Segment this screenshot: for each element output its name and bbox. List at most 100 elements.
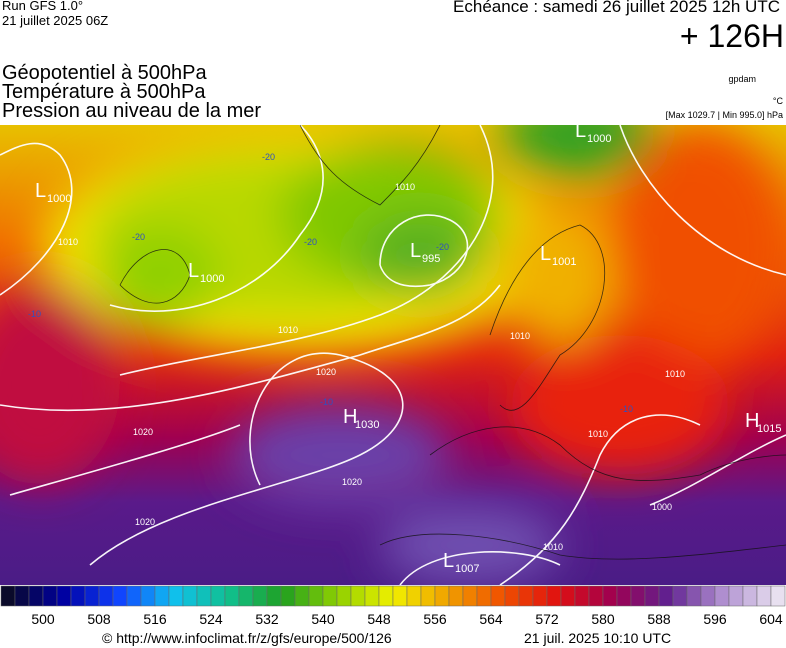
center-value: 1001 <box>552 256 576 268</box>
isobar-label: 1020 <box>342 477 362 487</box>
colorbar-cell <box>700 585 716 607</box>
colorbar-cell <box>112 585 128 607</box>
colorbar-cell <box>644 585 660 607</box>
colorbar-tick-label: 532 <box>255 611 279 627</box>
colorbar-cell <box>364 585 380 607</box>
title: Température à 500hPa <box>2 81 206 103</box>
colorbar-cell <box>728 585 744 607</box>
colorbar-cell <box>224 585 240 607</box>
center-value: 1000 <box>587 133 611 145</box>
colorbar-cell <box>742 585 758 607</box>
colorbar-cell <box>336 585 352 607</box>
unit: °C <box>772 96 783 106</box>
center-value: 1000 <box>200 273 224 285</box>
colorbar-cell <box>266 585 282 607</box>
colorbar-cell <box>490 585 506 607</box>
temperature-label: -10 <box>620 404 633 414</box>
colorbar-cell <box>42 585 58 607</box>
colorbar-cell <box>126 585 142 607</box>
colorbar-cell <box>756 585 772 607</box>
colorbar-cell <box>294 585 310 607</box>
colorbar-cell <box>280 585 296 607</box>
isobar-label: 1010 <box>588 429 608 439</box>
center-value: 1015 <box>757 423 781 435</box>
colorbar-cell <box>14 585 30 607</box>
center-letter: H <box>745 410 759 432</box>
temperature-label: -20 <box>262 152 275 162</box>
colorbar-cell <box>686 585 702 607</box>
run-label: Run GFS 1.0° <box>2 0 84 13</box>
colorbar-tick-label: 572 <box>535 611 559 627</box>
colorbar-cell <box>154 585 170 607</box>
colorbar-tick-label: 564 <box>479 611 503 627</box>
footer-url: © http://www.infoclimat.fr/z/gfs/europe/… <box>102 630 392 646</box>
center-value: 995 <box>422 253 440 265</box>
colorbar-cell <box>98 585 114 607</box>
isobar-label: 1010 <box>278 325 298 335</box>
isobar-label: 1010 <box>395 182 415 192</box>
center-letter: L <box>575 125 586 142</box>
colorbar-cell <box>182 585 198 607</box>
colorbar-cell <box>420 585 436 607</box>
footer-timestamp: 21 juil. 2025 10:10 UTC <box>524 630 672 646</box>
colorbar-cell <box>658 585 674 607</box>
colorbar-cell <box>504 585 520 607</box>
isobar-label: 1010 <box>58 237 78 247</box>
temperature-label: -20 <box>132 232 145 242</box>
isobar-label: 1020 <box>316 367 336 377</box>
colorbar-cell <box>532 585 548 607</box>
colorbar-tick-label: 516 <box>143 611 167 627</box>
colorbar: 500 508 516 524 532 540 548 556 564 572 580 588 596 6… <box>0 585 786 627</box>
colorbar-cell <box>210 585 226 607</box>
isobar-label: 1010 <box>543 542 563 552</box>
colorbar-tick-label: 540 <box>311 611 335 627</box>
colorbar-cell <box>770 585 786 607</box>
temperature-label: -20 <box>436 242 449 252</box>
colorbar-cell <box>350 585 366 607</box>
colorbar-cell <box>434 585 450 607</box>
colorbar-cell <box>252 585 268 607</box>
center-letter: L <box>540 243 551 265</box>
colorbar-cell <box>714 585 730 607</box>
colorbar-tick-label: 524 <box>199 611 223 627</box>
center-letter: H <box>343 406 357 428</box>
colorbar-cell <box>140 585 156 607</box>
colorbar-cell <box>84 585 100 607</box>
colorbar-cell <box>28 585 44 607</box>
colorbar-cell <box>672 585 688 607</box>
colorbar-cell <box>518 585 534 607</box>
colorbar-cell <box>196 585 212 607</box>
center-value: 1000 <box>47 193 71 205</box>
colorbar-tick-label: 588 <box>647 611 671 627</box>
temperature-label: -20 <box>304 237 317 247</box>
center-letter: L <box>443 550 454 572</box>
run-date: 21 juillet 2025 06Z <box>2 13 109 28</box>
colorbar-tick-label: 596 <box>703 611 727 627</box>
unit: [Max 1029.7 | Min 995.0] hPa <box>665 110 783 120</box>
colorbar-cell <box>392 585 408 607</box>
colorbar-cell <box>308 585 324 607</box>
colorbar-cell <box>406 585 422 607</box>
colorbar-cell <box>378 585 394 607</box>
center-letter: L <box>188 260 199 282</box>
center-letter: L <box>410 240 421 262</box>
title: Géopotentiel à 500hPa <box>2 62 207 84</box>
colorbar-cell <box>630 585 646 607</box>
colorbar-cell <box>476 585 492 607</box>
temperature-label: -10 <box>320 397 333 407</box>
isobar-label: 1010 <box>510 331 530 341</box>
colorbar-cell <box>56 585 72 607</box>
colorbar-tick-label: 556 <box>423 611 447 627</box>
colorbar-cell <box>574 585 590 607</box>
center-value: 1030 <box>355 419 379 431</box>
isobar-label: 1020 <box>135 517 155 527</box>
colorbar-cell <box>462 585 478 607</box>
lead-time: + 126H <box>679 18 784 54</box>
isobar-label: 1000 <box>652 502 672 512</box>
colorbar-cell <box>70 585 86 607</box>
colorbar-cell <box>322 585 338 607</box>
isobar-label: 1010 <box>665 369 685 379</box>
isobar-label: 1020 <box>133 427 153 437</box>
colorbar-cell <box>168 585 184 607</box>
